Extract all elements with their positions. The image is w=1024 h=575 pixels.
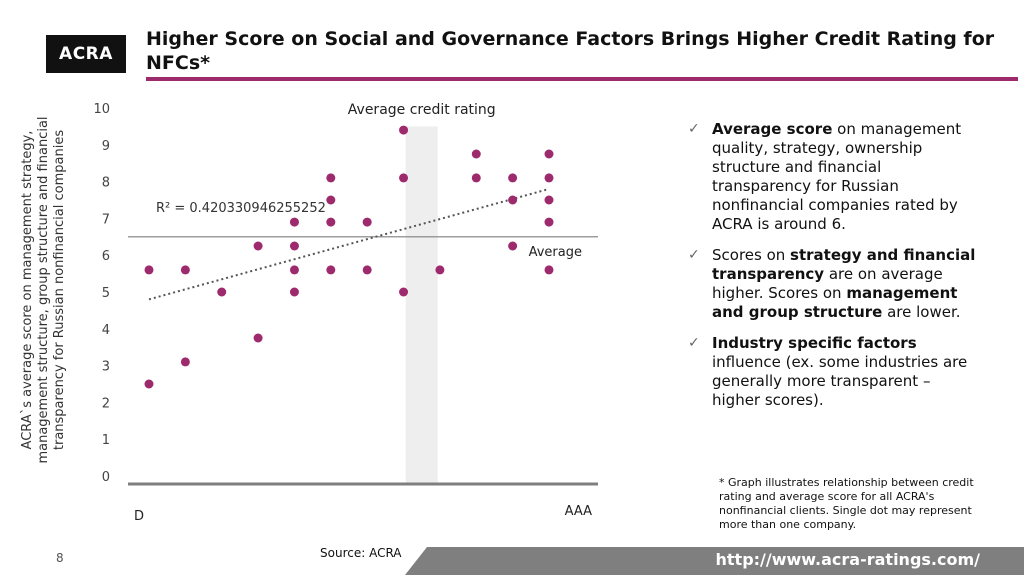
data-point bbox=[144, 379, 154, 389]
data-point bbox=[362, 217, 372, 227]
footnote: * Graph illustrates relationship between… bbox=[719, 476, 974, 531]
data-point bbox=[508, 195, 518, 205]
bullet-item: ✓ Scores on strategy and financial trans… bbox=[688, 246, 978, 322]
data-point bbox=[326, 195, 336, 205]
data-point bbox=[508, 241, 518, 251]
bullet-text: on management quality, strategy, ownersh… bbox=[712, 120, 962, 233]
data-point bbox=[144, 265, 154, 275]
x-axis-label: Average credit rating bbox=[348, 102, 496, 118]
data-point bbox=[289, 265, 299, 275]
y-tick-label: 0 bbox=[102, 470, 110, 485]
y-tick-label: 5 bbox=[102, 286, 110, 301]
y-tick-label: 9 bbox=[102, 139, 110, 154]
highlight-column bbox=[405, 126, 438, 485]
data-point bbox=[544, 149, 554, 159]
x-tick-label: D bbox=[134, 509, 144, 524]
y-tick-label: 3 bbox=[102, 360, 110, 375]
bullet-text: are on average higher. Scores on bbox=[712, 265, 943, 302]
data-point bbox=[326, 217, 336, 227]
bullet-text: influence (ex. some industries are gener… bbox=[712, 353, 968, 409]
y-tick-label: 8 bbox=[102, 176, 110, 191]
y-tick-label: 2 bbox=[102, 396, 110, 411]
data-point bbox=[180, 265, 190, 275]
trend-line bbox=[148, 187, 550, 301]
r-squared-label: R² = 0.420330946255252 bbox=[156, 201, 326, 216]
data-point bbox=[544, 173, 554, 183]
bullet-bold: Average score bbox=[712, 120, 833, 138]
page-number: 8 bbox=[56, 551, 64, 565]
data-point bbox=[544, 195, 554, 205]
bullet-bold: Industry specific factors bbox=[712, 334, 917, 352]
page-title: Higher Score on Social and Governance Fa… bbox=[146, 28, 995, 74]
data-point bbox=[544, 265, 554, 275]
data-point bbox=[435, 265, 445, 275]
data-point bbox=[508, 173, 518, 183]
average-label: Average bbox=[529, 245, 582, 260]
source-note: Source: ACRA bbox=[320, 546, 402, 560]
website-link[interactable]: http://www.acra-ratings.com/ bbox=[715, 550, 981, 569]
bullet-text: are lower. bbox=[882, 303, 961, 321]
bullet-text: Scores on bbox=[712, 246, 791, 264]
checkmark-icon: ✓ bbox=[688, 247, 700, 263]
bullet-item: ✓ Industry specific factors influence (e… bbox=[688, 334, 978, 410]
checkmark-icon: ✓ bbox=[688, 121, 700, 137]
data-point bbox=[544, 217, 554, 227]
data-point bbox=[399, 125, 409, 135]
data-point bbox=[217, 287, 227, 297]
y-tick-label: 1 bbox=[102, 433, 110, 448]
scatter-chart: 0 1 2 3 4 5 6 7 8 9 10 D AAA Average credit rating R²… bbox=[93, 102, 598, 524]
data-point bbox=[326, 265, 336, 275]
data-point bbox=[399, 173, 409, 183]
bullet-bold: strategy and financial transparency bbox=[712, 246, 976, 283]
checkmark-icon: ✓ bbox=[688, 335, 700, 351]
data-point bbox=[253, 241, 263, 251]
acra-logo: ACRA bbox=[46, 35, 126, 73]
data-point bbox=[289, 241, 299, 251]
data-point bbox=[180, 357, 190, 367]
data-point bbox=[289, 217, 299, 227]
data-point bbox=[399, 287, 409, 297]
bullet-bold: management and group structure bbox=[712, 284, 958, 321]
title-divider bbox=[146, 77, 1018, 81]
footer-bar bbox=[405, 547, 1024, 575]
data-point bbox=[471, 149, 481, 159]
data-point bbox=[326, 173, 336, 183]
bullet-item: ✓ Average score on management quality, s… bbox=[688, 120, 978, 234]
data-point bbox=[253, 333, 263, 343]
data-point bbox=[362, 265, 372, 275]
y-tick-label: 4 bbox=[102, 323, 110, 338]
x-tick-label: AAA bbox=[565, 504, 593, 519]
data-point bbox=[471, 173, 481, 183]
y-tick-label: 6 bbox=[102, 249, 110, 264]
bullet-list: ✓ Average score on management quality, s… bbox=[688, 120, 978, 422]
y-tick-label: 7 bbox=[102, 212, 110, 227]
y-tick-label: 10 bbox=[93, 102, 110, 117]
y-axis-label: ACRA`s average score on management strat… bbox=[20, 116, 67, 464]
data-point bbox=[289, 287, 299, 297]
